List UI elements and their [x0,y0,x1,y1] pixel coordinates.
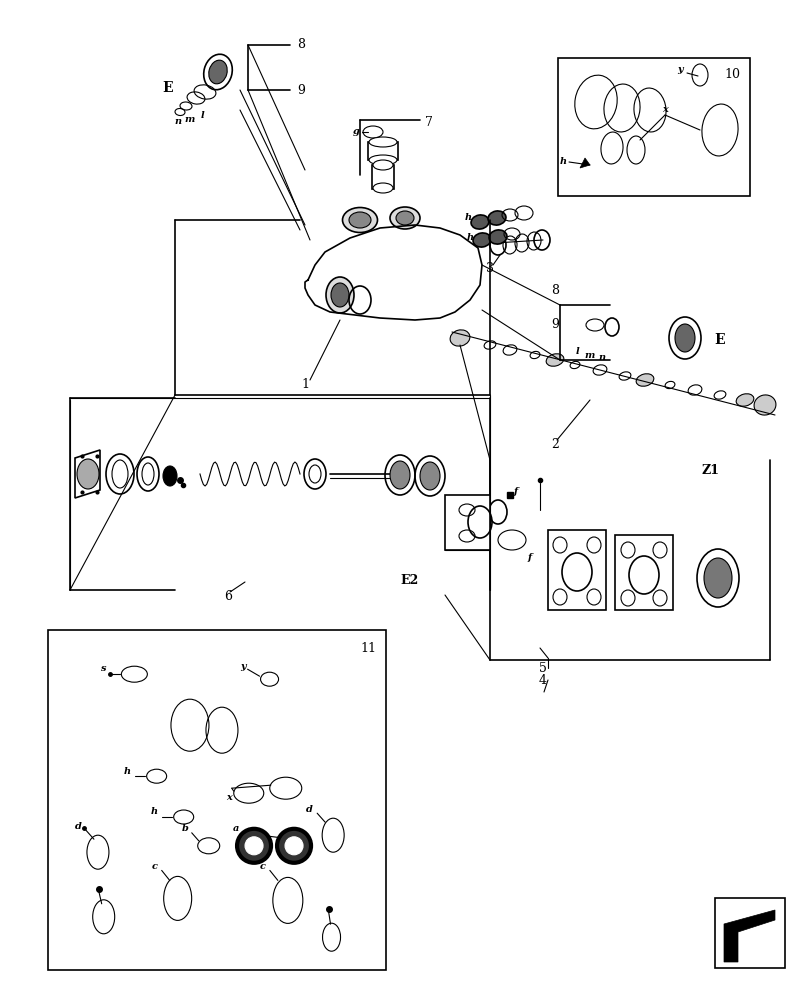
Text: b: b [182,824,189,833]
Ellipse shape [669,317,701,359]
Text: 10: 10 [724,68,740,81]
Bar [368,142,398,160]
Text: h: h [124,767,131,776]
Text: m: m [585,351,595,360]
Text: 6: 6 [224,590,232,603]
Ellipse shape [675,324,695,352]
Ellipse shape [326,277,354,313]
Text: f: f [528,554,532,562]
Text: 4: 4 [539,674,547,686]
Polygon shape [580,158,590,168]
Ellipse shape [373,183,393,193]
Text: h: h [466,232,473,241]
Ellipse shape [331,283,349,307]
Bar [372,165,394,189]
Text: E2: E2 [401,574,419,586]
Text: c: c [260,862,266,871]
Ellipse shape [754,395,776,415]
Text: d: d [306,805,314,814]
Text: h: h [559,157,566,166]
Text: h: h [465,214,472,223]
Ellipse shape [450,330,470,346]
Text: 2: 2 [551,438,559,452]
Text: n: n [599,354,605,362]
Ellipse shape [697,549,739,607]
Text: s: s [101,664,107,673]
Text: x: x [662,105,668,114]
Ellipse shape [285,837,303,855]
Text: m: m [185,114,196,123]
Bar [445,495,490,550]
Ellipse shape [237,829,271,863]
Ellipse shape [593,365,607,375]
Text: 3: 3 [486,261,494,274]
Text: 9: 9 [551,318,559,332]
Ellipse shape [420,462,440,490]
Ellipse shape [369,137,397,147]
Text: x: x [225,793,232,802]
Ellipse shape [77,459,99,489]
Ellipse shape [208,60,227,84]
Text: y: y [240,662,246,671]
Ellipse shape [204,54,233,90]
Text: h: h [150,808,158,816]
Bar [48,630,386,970]
Text: a: a [233,824,239,833]
Ellipse shape [277,829,311,863]
Ellipse shape [349,212,371,228]
Text: 11: 11 [360,642,376,655]
Ellipse shape [636,374,654,386]
Text: 1: 1 [301,378,309,391]
Ellipse shape [704,558,732,598]
Text: n: n [175,117,182,126]
Text: f: f [514,488,518,496]
Ellipse shape [530,351,540,359]
Text: E: E [162,81,173,95]
Ellipse shape [484,341,496,349]
Ellipse shape [619,372,631,380]
Text: E: E [715,333,726,347]
Ellipse shape [373,160,393,170]
Text: 7: 7 [425,115,433,128]
Bar [615,535,673,610]
Text: d: d [75,822,82,831]
Text: Z1: Z1 [701,464,719,477]
Ellipse shape [163,466,177,486]
Ellipse shape [665,381,675,389]
Text: l: l [201,110,205,119]
Ellipse shape [714,391,726,399]
Text: 5: 5 [539,662,547,674]
Ellipse shape [473,233,491,247]
Ellipse shape [369,155,397,165]
Text: c: c [152,862,158,871]
Bar [558,58,750,196]
Ellipse shape [688,385,702,395]
Ellipse shape [343,208,377,232]
Ellipse shape [471,215,489,229]
Ellipse shape [396,211,414,225]
Ellipse shape [489,230,507,244]
Ellipse shape [570,361,580,369]
Ellipse shape [736,394,754,406]
Polygon shape [724,910,775,962]
Text: 9: 9 [297,84,305,97]
Text: y: y [677,66,683,75]
Ellipse shape [503,345,517,355]
Ellipse shape [488,211,506,225]
Text: 8: 8 [551,284,559,296]
Ellipse shape [546,354,564,366]
Bar [715,898,785,968]
Ellipse shape [390,461,410,489]
Text: g: g [353,127,360,136]
Ellipse shape [390,207,420,229]
Bar [548,530,606,610]
Text: 8: 8 [297,38,305,51]
Text: l: l [576,348,580,357]
Ellipse shape [245,837,263,855]
